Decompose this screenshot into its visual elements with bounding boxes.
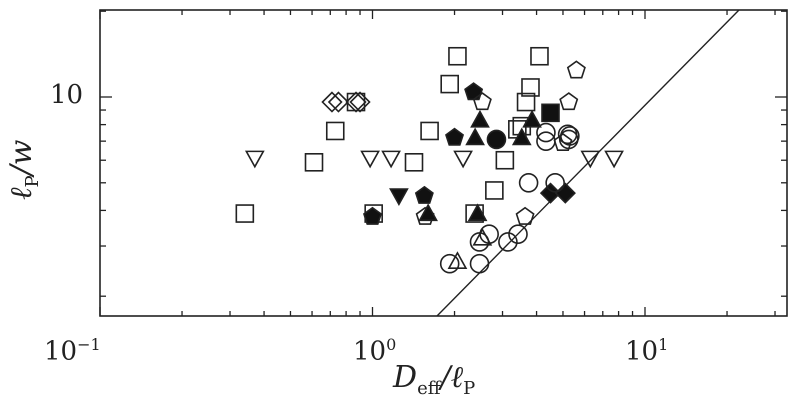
square-marker xyxy=(304,153,324,172)
pentagon-marker xyxy=(553,132,573,152)
triangle-up-marker xyxy=(470,109,490,128)
circle-marker xyxy=(469,253,490,274)
square-marker xyxy=(448,46,467,66)
plot-frame xyxy=(99,9,788,317)
square-marker xyxy=(521,78,540,97)
circle-marker xyxy=(560,126,580,146)
triangle-up-marker xyxy=(447,251,468,269)
square-marker xyxy=(530,46,549,66)
circle-marker xyxy=(536,131,556,151)
triangle-down-marker xyxy=(244,150,265,169)
triangle-down-marker xyxy=(360,150,380,169)
x-tick-label-10: 101 xyxy=(625,335,669,367)
circle-marker xyxy=(545,172,565,193)
pentagon-marker xyxy=(472,92,492,111)
diamond-marker xyxy=(321,91,343,113)
x-tick-label-1: 100 xyxy=(353,335,397,367)
x-tick-label-0.1: 10−1 xyxy=(44,335,101,367)
diamond-marker xyxy=(345,91,367,113)
square-marker xyxy=(495,150,515,170)
circle-marker xyxy=(498,232,518,252)
square-marker xyxy=(420,121,439,141)
triangle-down-marker xyxy=(389,188,409,206)
square-marker xyxy=(516,92,536,112)
pentagon-marker xyxy=(464,82,484,101)
pentagon-marker xyxy=(559,92,579,111)
triangle-down-marker xyxy=(453,150,473,169)
square-marker xyxy=(541,103,560,123)
circle-marker xyxy=(439,253,460,274)
triangle-up-marker xyxy=(522,109,542,128)
triangle-down-marker xyxy=(580,150,601,169)
pentagon-marker xyxy=(414,185,434,204)
pentagon-marker xyxy=(566,60,586,79)
data-markers xyxy=(235,46,624,274)
triangle-up-marker xyxy=(472,227,493,246)
triangle-down-marker xyxy=(381,150,401,169)
square-marker xyxy=(325,121,345,141)
triangle-up-marker xyxy=(465,127,485,146)
triangle-up-marker xyxy=(511,127,532,146)
axis-ticks xyxy=(99,10,787,316)
diamond-marker xyxy=(349,91,371,113)
diamond-marker xyxy=(539,182,562,204)
pentagon-marker xyxy=(515,206,535,225)
circle-marker xyxy=(536,122,556,143)
circle-marker xyxy=(508,224,528,245)
square-marker xyxy=(440,74,459,94)
circle-marker xyxy=(518,172,539,193)
triangle-down-marker xyxy=(604,150,624,169)
triangle-up-marker xyxy=(467,203,488,222)
pentagon-marker xyxy=(363,206,382,225)
square-marker xyxy=(235,204,255,223)
square-marker xyxy=(404,153,424,172)
square-marker xyxy=(485,181,504,200)
x-axis-title: Deff/ℓP xyxy=(393,360,476,399)
y-axis-title: ℓP/w xyxy=(4,139,43,200)
y-tick-label-10: 10 xyxy=(50,80,84,110)
pentagon-marker xyxy=(445,127,465,146)
diamond-marker xyxy=(554,182,576,204)
circle-marker xyxy=(486,129,507,150)
diamond-marker xyxy=(327,91,350,113)
triangle-up-marker xyxy=(418,203,438,222)
